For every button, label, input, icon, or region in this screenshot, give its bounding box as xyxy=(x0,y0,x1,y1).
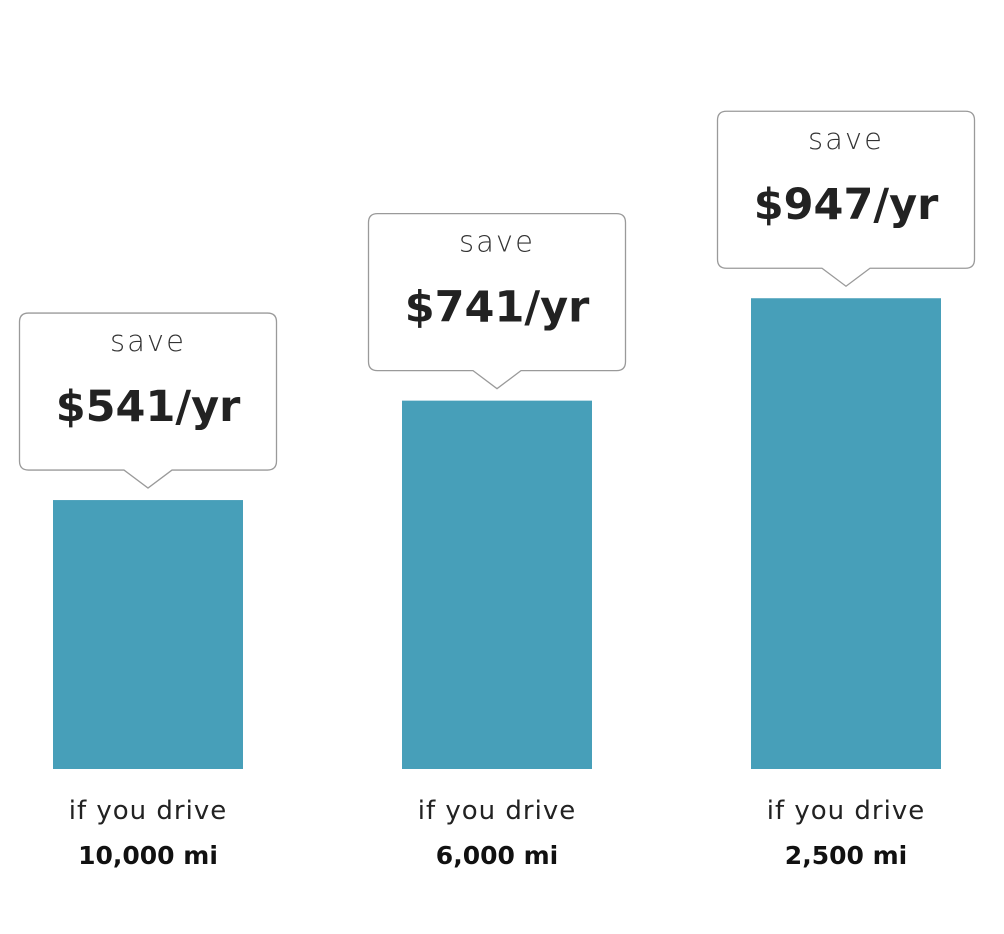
category-prefix-2: if you drive xyxy=(418,796,576,826)
data-label-1: $541/yr xyxy=(56,382,241,432)
category-label-1: 10,000 mi xyxy=(78,841,218,870)
callout-prefix-1: save xyxy=(110,324,186,358)
bar-3 xyxy=(751,298,941,769)
callout-prefix-3: save xyxy=(808,122,884,156)
category-prefix-3: if you drive xyxy=(767,796,925,826)
callout-prefix-2: save xyxy=(459,225,535,259)
category-label-2: 6,000 mi xyxy=(436,841,558,870)
bar-1 xyxy=(53,500,243,769)
callout-box-3 xyxy=(716,110,976,288)
callout-box-2 xyxy=(367,212,627,390)
bar-2 xyxy=(402,400,592,769)
category-label-3: 2,500 mi xyxy=(785,841,907,870)
category-prefix-1: if you drive xyxy=(69,796,227,826)
callout-box-1 xyxy=(18,312,278,489)
data-label-2: $741/yr xyxy=(405,283,590,333)
data-label-3: $947/yr xyxy=(754,180,939,230)
